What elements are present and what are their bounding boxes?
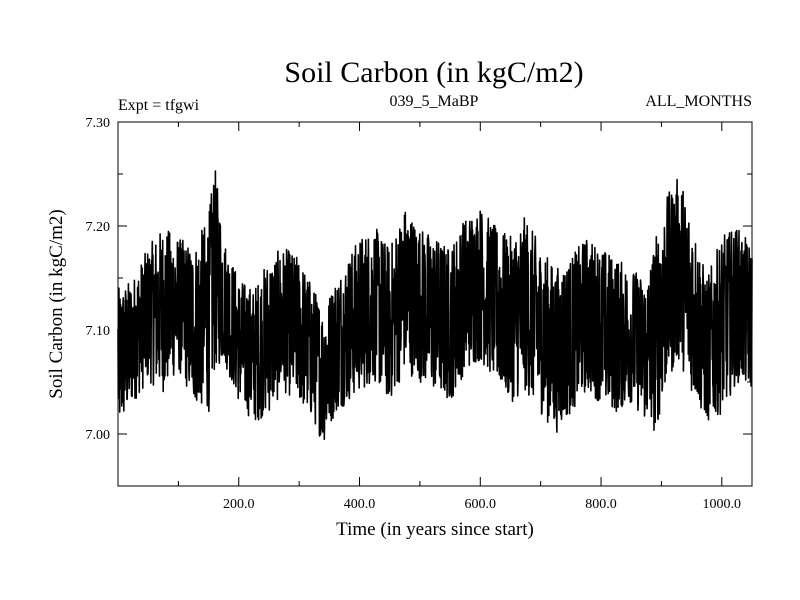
y-axis-label: Soil Carbon (in kgC/m2)	[46, 209, 67, 398]
y-tick-label: 7.10	[86, 324, 111, 339]
period-label: ALL_MONTHS	[645, 93, 752, 110]
chart-subtitle: 039_5_MaBP	[390, 93, 479, 110]
y-tick-label: 7.20	[86, 220, 111, 235]
x-tick-label: 600.0	[465, 497, 497, 512]
plot-frame	[117, 121, 753, 487]
x-tick-label: 800.0	[585, 497, 617, 512]
axis-ticks: 200.0 400.0 600.0 800.0 1000.0 7.00 7.10 7.20 7.…	[86, 116, 752, 512]
x-tick-label: 1000.0	[703, 497, 742, 512]
x-tick-label: 200.0	[223, 497, 255, 512]
chart-title: Soil Carbon (in kgC/m2)	[284, 56, 583, 89]
x-axis-label: Time (in years since start)	[336, 519, 534, 540]
series-line-0	[117, 170, 753, 440]
experiment-label: Expt = tfgwi	[118, 97, 200, 114]
data-series	[117, 170, 753, 440]
x-tick-label: 400.0	[344, 497, 376, 512]
y-tick-label: 7.00	[86, 428, 111, 443]
y-tick-label: 7.30	[86, 116, 111, 131]
